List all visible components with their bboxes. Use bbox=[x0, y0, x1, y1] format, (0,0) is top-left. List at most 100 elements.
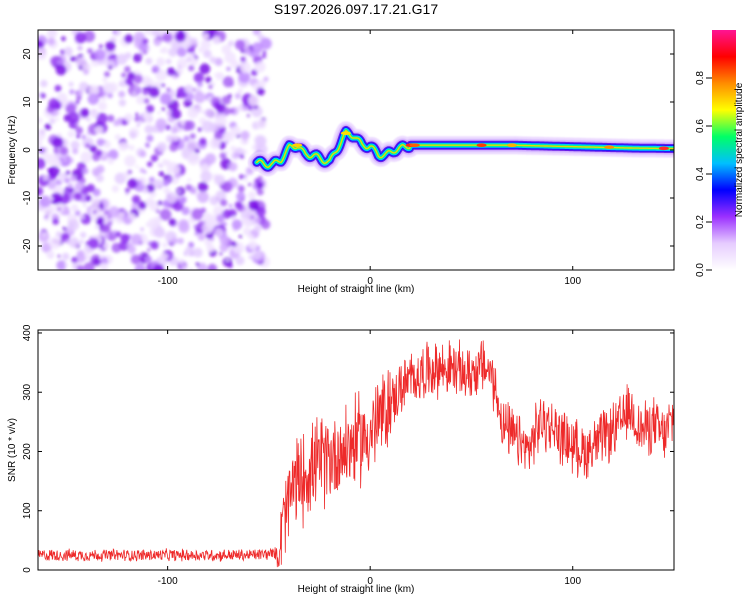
noise-blob bbox=[132, 91, 137, 96]
y-tick-label: 400 bbox=[22, 324, 33, 341]
noise-blob bbox=[67, 219, 80, 231]
noise-blob bbox=[179, 197, 186, 205]
noise-blob bbox=[57, 59, 64, 66]
noise-blob bbox=[238, 234, 243, 239]
noise-blob bbox=[244, 178, 248, 182]
noise-blob bbox=[173, 135, 179, 141]
noise-blob bbox=[38, 93, 41, 98]
noise-blob bbox=[85, 195, 92, 202]
noise-blob bbox=[166, 135, 174, 143]
noise-blob bbox=[163, 187, 170, 194]
noise-blob bbox=[174, 30, 186, 43]
noise-blob bbox=[103, 232, 110, 239]
noise-blob bbox=[178, 258, 184, 264]
noise-blob bbox=[57, 132, 62, 138]
noise-blob bbox=[142, 114, 151, 122]
noise-blob bbox=[187, 153, 200, 166]
noise-blob bbox=[177, 189, 181, 194]
noise-blob bbox=[141, 180, 147, 186]
noise-blob bbox=[62, 226, 67, 231]
noise-blob bbox=[231, 241, 237, 247]
noise-blob bbox=[98, 44, 103, 49]
noise-blob bbox=[80, 151, 92, 163]
noise-blob bbox=[107, 157, 115, 165]
spectrogram-y-label: Frequency (Hz) bbox=[7, 116, 18, 185]
noise-blob bbox=[166, 166, 175, 174]
noise-blob bbox=[248, 254, 254, 260]
noise-blob bbox=[256, 181, 264, 190]
noise-blob bbox=[156, 142, 167, 153]
x-tick-label: 100 bbox=[564, 276, 581, 287]
noise-blob bbox=[192, 53, 197, 58]
noise-blob bbox=[92, 188, 101, 197]
noise-blob bbox=[139, 253, 142, 257]
noise-blob bbox=[125, 192, 129, 196]
ridge-hotspot bbox=[409, 143, 420, 147]
noise-blob bbox=[138, 42, 148, 52]
noise-blob bbox=[114, 134, 121, 141]
noise-blob bbox=[228, 209, 237, 218]
noise-blob bbox=[123, 216, 132, 225]
noise-blob bbox=[74, 210, 81, 216]
noise-blob bbox=[216, 214, 225, 223]
noise-blob bbox=[80, 108, 90, 118]
noise-blob bbox=[147, 218, 159, 230]
noise-blob bbox=[65, 239, 70, 244]
noise-blob bbox=[76, 56, 87, 66]
noise-blob bbox=[83, 262, 95, 270]
noise-blob bbox=[148, 86, 160, 98]
noise-blob bbox=[90, 109, 99, 119]
noise-blob bbox=[255, 178, 259, 183]
y-tick-label: 0 bbox=[22, 147, 33, 153]
noise-blob bbox=[138, 201, 147, 210]
ridge-hotspot bbox=[476, 143, 487, 147]
noise-blob bbox=[38, 140, 43, 148]
noise-blob bbox=[254, 224, 262, 233]
y-tick-label: -20 bbox=[22, 238, 33, 253]
noise-blob bbox=[130, 254, 141, 265]
chart-title: S197.2026.097.17.21.G17 bbox=[274, 1, 438, 17]
noise-blob bbox=[228, 162, 238, 172]
noise-blob bbox=[197, 191, 209, 204]
noise-blob bbox=[124, 34, 134, 44]
noise-blob bbox=[243, 174, 247, 178]
noise-blob bbox=[225, 132, 235, 142]
noise-blob bbox=[168, 176, 172, 181]
noise-blob bbox=[238, 174, 244, 180]
noise-blob bbox=[194, 148, 200, 154]
noise-blob bbox=[262, 50, 267, 55]
noise-blob bbox=[144, 256, 152, 264]
colorbar-tick-label: 0.0 bbox=[695, 263, 706, 277]
noise-blob bbox=[204, 108, 214, 118]
x-tick-label: -100 bbox=[158, 576, 178, 587]
noise-blob bbox=[56, 260, 67, 270]
noise-blob bbox=[102, 224, 111, 233]
signal-ridge bbox=[247, 121, 674, 177]
noise-blob bbox=[181, 265, 187, 270]
noise-blob bbox=[252, 30, 261, 36]
noise-blob bbox=[170, 126, 178, 134]
noise-blob bbox=[142, 89, 149, 96]
noise-blob bbox=[191, 208, 204, 221]
noise-blob bbox=[153, 179, 164, 190]
noise-blob bbox=[216, 197, 220, 201]
noise-blob bbox=[129, 131, 137, 139]
noise-blob bbox=[40, 79, 48, 88]
noise-blob bbox=[250, 215, 254, 220]
noise-blob bbox=[155, 209, 160, 214]
noise-blob bbox=[108, 65, 113, 70]
noise-blob bbox=[87, 48, 93, 54]
noise-blob bbox=[133, 74, 143, 84]
noise-blob bbox=[143, 98, 150, 104]
noise-blob bbox=[146, 134, 154, 142]
noise-blob bbox=[99, 230, 104, 235]
noise-blob bbox=[57, 207, 61, 211]
noise-blob bbox=[187, 107, 199, 119]
noise-blob bbox=[79, 214, 85, 220]
noise-blob bbox=[108, 149, 119, 160]
noise-region bbox=[38, 30, 272, 270]
noise-blob bbox=[61, 36, 66, 42]
noise-blob bbox=[146, 161, 153, 167]
noise-blob bbox=[192, 247, 203, 258]
noise-blob bbox=[206, 244, 215, 253]
